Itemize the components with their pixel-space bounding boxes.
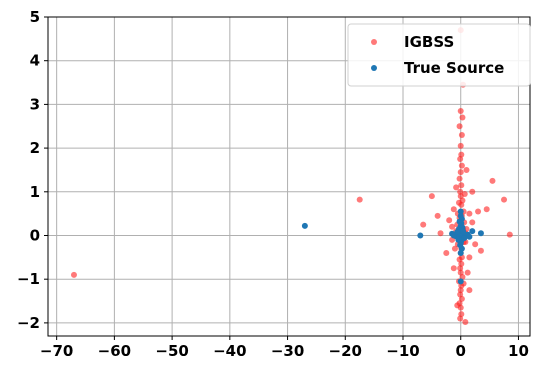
true-source-point xyxy=(457,208,464,215)
true-source-point xyxy=(417,232,424,239)
y-tick-label: −1 xyxy=(17,270,40,288)
igbss-point xyxy=(457,315,464,322)
igbss-point xyxy=(449,223,456,230)
x-tick-label: −30 xyxy=(271,342,304,360)
igbss-point xyxy=(458,162,465,169)
igbss-point xyxy=(457,188,464,195)
igbss-point xyxy=(457,169,464,176)
y-tick-label: 4 xyxy=(30,52,40,70)
igbss-point xyxy=(477,247,484,254)
series-true-source xyxy=(301,208,484,285)
data-points xyxy=(70,27,513,326)
igbss-point xyxy=(458,131,465,138)
true-source-point xyxy=(454,228,461,235)
igbss-point xyxy=(453,184,460,191)
igbss-point xyxy=(506,231,513,238)
x-tick-label: −20 xyxy=(329,342,362,360)
igbss-point xyxy=(458,182,465,189)
igbss-point xyxy=(451,245,458,252)
igbss-point xyxy=(450,265,457,272)
igbss-point xyxy=(464,269,471,276)
igbss-point xyxy=(501,196,508,203)
igbss-point xyxy=(443,249,450,256)
y-tick-label: 2 xyxy=(30,139,40,157)
igbss-point xyxy=(483,206,490,213)
y-tick-label: 5 xyxy=(30,8,40,26)
igbss-point xyxy=(428,193,435,200)
x-tick-label: 10 xyxy=(508,342,529,360)
igbss-point xyxy=(456,175,463,182)
x-tick-label: −60 xyxy=(98,342,131,360)
true-source-point xyxy=(469,228,476,235)
igbss-point xyxy=(462,319,469,326)
true-source-point xyxy=(461,235,468,242)
legend: IGBSS True Source xyxy=(347,23,531,87)
y-tick-label: −2 xyxy=(17,314,40,332)
y-tick-label: 3 xyxy=(30,95,40,113)
igbss-point xyxy=(457,156,464,163)
igbss-point xyxy=(489,177,496,184)
igbss-point xyxy=(466,254,473,261)
legend-marker-true-source xyxy=(371,65,377,71)
legend-marker-igbss xyxy=(371,39,377,45)
true-source-point xyxy=(457,278,464,285)
y-tick-label: 1 xyxy=(30,183,40,201)
x-tick-label: −40 xyxy=(213,342,246,360)
igbss-point xyxy=(356,196,363,203)
igbss-point xyxy=(475,208,482,215)
x-tick-label: 0 xyxy=(456,342,466,360)
igbss-point xyxy=(458,201,465,208)
x-tick-label: −50 xyxy=(155,342,188,360)
igbss-point xyxy=(70,271,77,278)
y-tick-label: 0 xyxy=(30,226,40,244)
igbss-point xyxy=(450,206,457,213)
igbss-point xyxy=(457,107,464,114)
igbss-point xyxy=(469,219,476,226)
igbss-point xyxy=(457,287,464,294)
plot-area-frame xyxy=(47,16,531,337)
legend-label-igbss: IGBSS xyxy=(404,33,454,51)
series-igbss xyxy=(70,27,513,326)
igbss-point xyxy=(456,123,463,130)
true-source-point xyxy=(460,228,467,235)
igbss-point xyxy=(457,265,464,272)
igbss-point xyxy=(434,212,441,219)
igbss-point xyxy=(420,221,427,228)
true-source-point xyxy=(455,236,462,243)
igbss-point xyxy=(459,114,466,121)
true-source-point xyxy=(457,249,464,256)
igbss-point xyxy=(466,287,473,294)
igbss-point xyxy=(472,241,479,248)
igbss-point xyxy=(469,188,476,195)
igbss-point xyxy=(466,210,473,217)
true-source-point xyxy=(477,230,484,237)
igbss-point xyxy=(454,302,461,309)
igbss-point xyxy=(437,230,444,237)
true-source-point xyxy=(466,233,473,240)
igbss-point xyxy=(457,142,464,149)
true-source-point xyxy=(449,230,456,237)
igbss-point xyxy=(461,190,468,197)
legend-box xyxy=(347,23,531,87)
igbss-point xyxy=(446,217,453,224)
x-tick-label: −70 xyxy=(40,342,73,360)
true-source-point xyxy=(301,222,308,229)
igbss-point xyxy=(463,166,470,173)
x-tick-label: −10 xyxy=(386,342,419,360)
legend-label-true-source: True Source xyxy=(404,59,504,77)
